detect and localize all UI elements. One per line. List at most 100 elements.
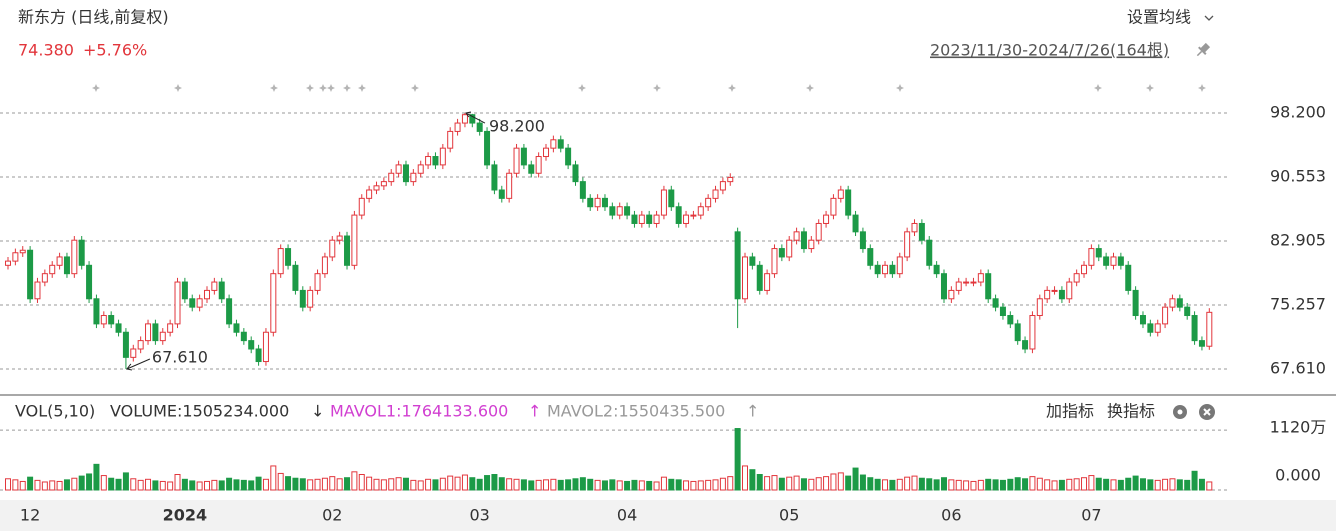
volume-bar bbox=[616, 480, 623, 491]
volume-bar bbox=[152, 480, 159, 491]
volume-bar bbox=[270, 465, 277, 491]
volume-bar bbox=[1125, 477, 1132, 491]
volume-bar bbox=[233, 479, 240, 491]
volume-bar bbox=[896, 478, 903, 491]
volume-bar bbox=[41, 481, 48, 491]
candle-body bbox=[1103, 256, 1110, 266]
volume-bar bbox=[167, 481, 174, 491]
chart-title: 新东方 (日线,前复权) bbox=[18, 8, 169, 27]
volume-bar bbox=[226, 477, 233, 491]
candle-body bbox=[1051, 289, 1058, 292]
settings-icon[interactable] bbox=[1173, 405, 1187, 419]
switch-indicator[interactable]: 换指标 bbox=[1107, 402, 1155, 421]
volume-bar bbox=[1154, 479, 1161, 491]
volume-bar bbox=[874, 478, 881, 491]
volume-bar bbox=[1014, 477, 1021, 491]
volume-bar bbox=[137, 479, 144, 491]
candle-body bbox=[800, 231, 807, 250]
candle-body bbox=[108, 315, 115, 325]
volume-bar bbox=[955, 479, 962, 491]
volume-bars bbox=[5, 428, 1213, 491]
pin-icon[interactable] bbox=[1194, 42, 1212, 60]
candle-body bbox=[56, 256, 63, 266]
candle-body bbox=[410, 172, 417, 183]
volume-bar bbox=[889, 479, 896, 491]
volume-bar bbox=[867, 477, 874, 491]
candle-body bbox=[830, 197, 837, 216]
volume-bar bbox=[122, 472, 129, 491]
candle-body bbox=[115, 323, 122, 333]
candle-body bbox=[203, 289, 210, 300]
x-tick-label: 2024 bbox=[163, 506, 208, 525]
candle-body bbox=[262, 331, 269, 363]
candle-body bbox=[889, 264, 896, 275]
candle-body bbox=[63, 256, 70, 275]
candle-body bbox=[329, 239, 336, 258]
volume-bar bbox=[86, 473, 93, 491]
candle-body bbox=[653, 214, 660, 224]
candle-body bbox=[27, 249, 34, 300]
candle-body bbox=[911, 222, 918, 233]
volume-bar bbox=[793, 475, 800, 491]
candle-body bbox=[447, 130, 454, 149]
volume-bar bbox=[624, 480, 631, 491]
candle-body bbox=[78, 239, 85, 266]
candle-body bbox=[970, 281, 977, 284]
close-icon[interactable] bbox=[1199, 404, 1215, 420]
dropdown-chevron[interactable] bbox=[1204, 15, 1214, 21]
candle-body bbox=[697, 206, 704, 216]
volume-bar bbox=[1044, 479, 1051, 491]
candle-body bbox=[660, 189, 667, 216]
add-indicator[interactable]: 加指标 bbox=[1046, 402, 1094, 421]
candle-body bbox=[1066, 281, 1073, 300]
volume-bar bbox=[1110, 479, 1117, 491]
candle-body bbox=[742, 256, 748, 300]
candle-body bbox=[233, 323, 240, 333]
x-tick-label: 07 bbox=[1081, 506, 1101, 525]
candle-body bbox=[624, 206, 631, 216]
candle-body bbox=[808, 239, 815, 250]
ma-setting[interactable]: 设置均线 bbox=[1127, 8, 1191, 27]
candle-body bbox=[1058, 289, 1065, 300]
volume-bar bbox=[469, 477, 476, 491]
volume-bar bbox=[926, 478, 933, 491]
date-range[interactable]: 2023/11/30-2024/7/26(164根) bbox=[930, 41, 1169, 60]
candle-body bbox=[896, 256, 903, 275]
candle-body bbox=[1176, 298, 1183, 308]
volume-bar bbox=[697, 480, 704, 491]
volume-bar bbox=[1147, 479, 1154, 491]
volume-bar bbox=[904, 476, 911, 491]
candle-body bbox=[491, 164, 498, 191]
volume-bar bbox=[321, 477, 328, 491]
candle-body bbox=[34, 281, 41, 300]
volume-bar bbox=[771, 475, 778, 491]
candle-body bbox=[587, 197, 594, 208]
candle-body bbox=[130, 348, 137, 358]
candle-body bbox=[815, 222, 822, 241]
candle-body bbox=[366, 189, 373, 199]
candle-body bbox=[314, 273, 321, 291]
volume-bar bbox=[1139, 478, 1146, 491]
volume-bar bbox=[211, 479, 218, 491]
candle-body bbox=[874, 264, 881, 275]
y-tick-label: 98.200 bbox=[1270, 103, 1326, 122]
mavol2-arrow: ↑ bbox=[746, 402, 759, 421]
volume-bar bbox=[447, 475, 454, 491]
candle-body bbox=[380, 181, 387, 187]
candle-body bbox=[1162, 306, 1169, 325]
candle-body bbox=[786, 239, 793, 258]
volume-bar bbox=[189, 480, 196, 491]
volume-bar bbox=[34, 479, 41, 491]
volume-bar bbox=[314, 478, 321, 491]
volume-bar bbox=[1081, 477, 1088, 491]
volume-bar bbox=[1058, 479, 1065, 491]
volume-bar bbox=[963, 480, 970, 491]
candle-body bbox=[432, 156, 439, 166]
x-tick-label: 05 bbox=[779, 506, 799, 525]
candle-body bbox=[461, 114, 468, 124]
max-arrow bbox=[465, 112, 486, 124]
x-tick-label: 03 bbox=[470, 506, 490, 525]
candle-body bbox=[1139, 315, 1146, 325]
volume-bar bbox=[778, 477, 785, 491]
